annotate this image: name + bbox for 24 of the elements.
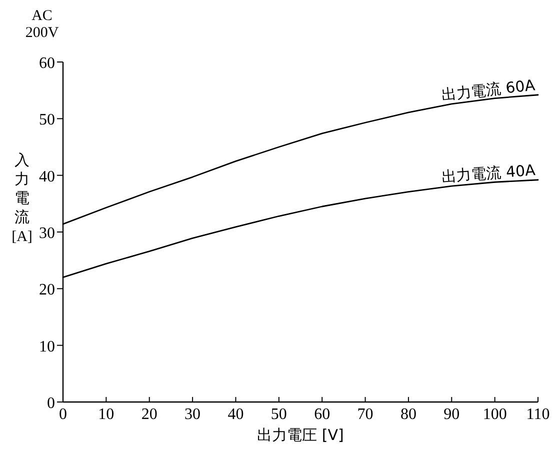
y-axis-title: 入力電流 [A] bbox=[12, 151, 32, 245]
y-tick-label: 50 bbox=[39, 112, 55, 129]
text: 出力電流 60A bbox=[440, 76, 537, 104]
y-tick-label: 10 bbox=[39, 338, 55, 356]
x-tick-label: 80 bbox=[400, 406, 416, 423]
y-tick-label: 20 bbox=[39, 282, 55, 299]
y-tick-label: 40 bbox=[39, 168, 55, 186]
x-tick-label: 50 bbox=[270, 406, 287, 423]
x-tick-label: 100 bbox=[482, 406, 507, 423]
y-tick-label: 30 bbox=[39, 225, 55, 242]
x-tick-label: 60 bbox=[314, 406, 330, 423]
x-tick-label: 10 bbox=[98, 406, 114, 423]
x-tick-label: 20 bbox=[141, 406, 158, 423]
x-tick-label: 110 bbox=[526, 406, 550, 423]
x-tick-label: 90 bbox=[444, 406, 460, 423]
y-tick-label: 60 bbox=[39, 55, 55, 72]
series-label: 出力電流 40A bbox=[440, 161, 537, 186]
x-tick-label: 30 bbox=[184, 406, 201, 423]
y-tick-label: 0 bbox=[47, 395, 55, 412]
text: AC 200V bbox=[25, 8, 59, 41]
x-tick-label: 40 bbox=[228, 406, 244, 423]
x-axis-title: 出力電圧 [V] bbox=[257, 426, 344, 444]
x-tick-label: 70 bbox=[357, 406, 374, 423]
x-tick-label: 0 bbox=[59, 406, 67, 423]
